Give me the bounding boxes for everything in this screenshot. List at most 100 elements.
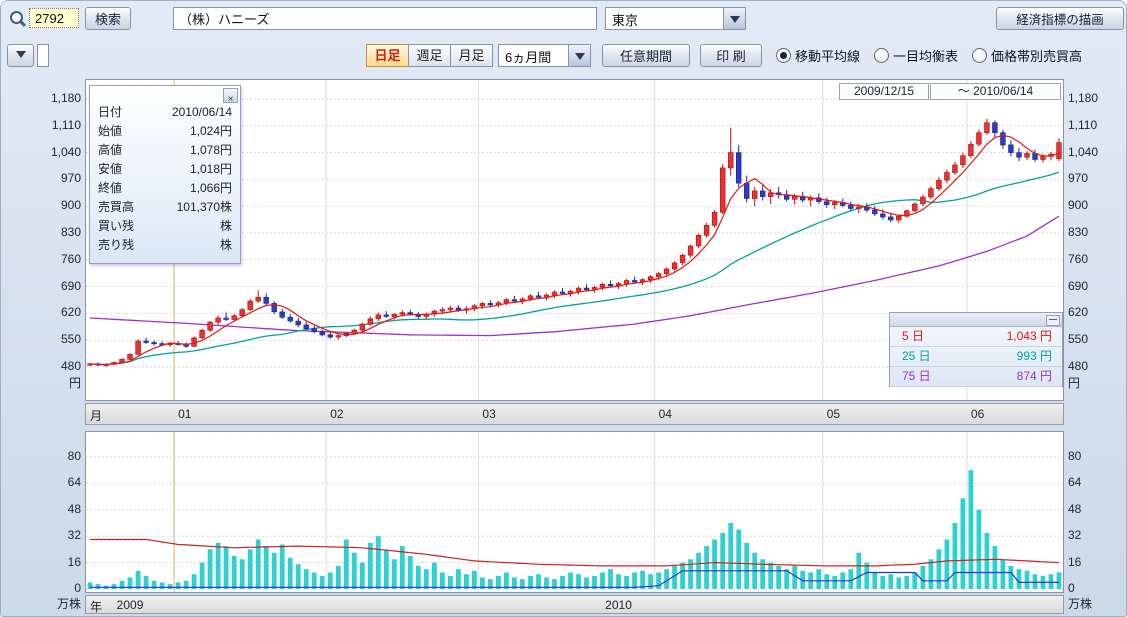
print-button[interactable]: 印 刷	[700, 44, 762, 67]
axis-tick: 万株	[56, 597, 81, 611]
ma-legend-row: 5 日 1,043 円	[890, 327, 1062, 347]
radio-icon	[972, 48, 988, 63]
tab-weekly[interactable]: 週足	[408, 44, 451, 67]
axis-tick: 1,180	[1068, 91, 1099, 105]
quote-info-label: 高値	[98, 143, 123, 157]
timeframe-tabs: 日足 週足 月足	[366, 44, 493, 67]
year-label: 2009	[116, 598, 144, 612]
quote-info-value: 101,370株	[176, 200, 232, 214]
tab-daily[interactable]: 日足	[366, 44, 409, 67]
axis-tick: 16	[1068, 554, 1082, 569]
ma-legend-row: 75 日 874 円	[890, 367, 1062, 387]
chevron-down-icon	[574, 52, 585, 65]
overlay-radio-group: 移動平均線 一目均衡表 価格帯別売買高	[776, 44, 1082, 67]
quote-info-label: 売買高	[98, 200, 135, 214]
period-value: 6ヵ月間	[505, 50, 552, 65]
ma-legend-value: 1,043 円	[1006, 329, 1052, 343]
axis-tick: 32	[67, 528, 81, 543]
axis-tick: 0	[1068, 581, 1075, 595]
date-range-from: 2009/12/15	[839, 83, 929, 100]
month-label: 06	[970, 407, 985, 421]
quote-info-row: 買い残 株	[90, 217, 240, 236]
axis-tick: 1,180	[50, 91, 81, 105]
month-label: 02	[330, 407, 344, 421]
period-select[interactable]: 6ヵ月間	[498, 44, 591, 67]
ma-legend-box: 5 日 1,043 円 25 日 993 円 75 日 874 円	[889, 312, 1063, 387]
chevron-down-icon	[729, 15, 740, 28]
ma-legend-label: 75 日	[902, 369, 931, 383]
draw-econ-indicator-button[interactable]: 経済指標の描画	[996, 7, 1124, 30]
axis-tick: 64	[67, 475, 81, 490]
month-label: 01	[178, 407, 192, 421]
stock-code-input[interactable]	[29, 8, 79, 28]
search-button[interactable]: 検索	[85, 7, 131, 30]
axis-tick: 620	[60, 305, 81, 320]
volume-chart[interactable]	[86, 432, 1063, 592]
axis-tick: 830	[60, 225, 81, 239]
exchange-select[interactable]: 東京	[605, 7, 746, 30]
quote-info-row: 始値 1,024円	[90, 122, 240, 141]
axis-tick: 32	[1068, 528, 1082, 543]
axis-ticks-left: 1,180 1,110 1,040 970 900 830 760 690 620 550 480 円…	[29, 1, 81, 616]
axis-tick: 900	[1068, 198, 1089, 213]
axis-tick: 550	[1068, 332, 1089, 347]
axis-ticks-right: 1,180 1,110 1,040 970 900 830 760 690 620 550 480 円…	[1068, 1, 1124, 616]
radio-icon	[874, 48, 890, 63]
close-icon[interactable]	[223, 88, 238, 103]
axis-tick: 760	[1068, 251, 1089, 266]
axis-tick: 80	[1068, 449, 1082, 463]
radio-moving-average[interactable]: 移動平均線	[776, 46, 860, 65]
quote-info-row: 終値 1,066円	[90, 179, 240, 198]
quote-info-value: 株	[219, 219, 232, 233]
month-label: 04	[658, 407, 672, 421]
axis-tick: 690	[60, 278, 81, 293]
quote-info-label: 始値	[98, 124, 123, 138]
axis-tick: 480	[60, 359, 81, 373]
chart-list-dropdown-button[interactable]	[7, 44, 34, 67]
axis-tick: 80	[67, 449, 81, 463]
axis-tick: 64	[1068, 475, 1082, 490]
period-dropdown-button[interactable]	[568, 45, 590, 66]
quote-info-value: 1,024円	[189, 124, 232, 138]
axis-tick: 円	[1068, 376, 1081, 390]
quote-info-label: 買い残	[98, 219, 135, 233]
radio-ichimoku[interactable]: 一目均衡表	[874, 46, 958, 65]
axis-tick: 550	[60, 332, 81, 347]
quote-info-value: 2010/06/14	[171, 105, 232, 119]
axis-tick: 830	[1068, 225, 1089, 239]
axis-tick: 48	[1068, 501, 1082, 516]
quote-info-label: 安値	[98, 162, 123, 176]
axis-tick: 1,110	[1068, 117, 1098, 132]
month-axis-strip: 月 01 02 03 04 05 06	[85, 403, 1064, 425]
search-icon	[9, 10, 27, 28]
axis-tick: 万株	[1068, 597, 1093, 611]
year-axis-strip: 年 2009 2010	[85, 595, 1064, 614]
exchange-dropdown-button[interactable]	[723, 8, 745, 29]
quote-info-row: 売買高 101,370株	[90, 198, 240, 217]
quote-info-value: 株	[219, 238, 232, 252]
axis-tick: 620	[1068, 305, 1089, 320]
ma-legend-header	[890, 313, 1062, 327]
axis-tick: 円	[68, 376, 81, 390]
ma-legend-value: 993 円	[1016, 349, 1052, 363]
minimize-icon[interactable]	[1046, 315, 1060, 326]
quote-info-value: 1,078円	[189, 143, 232, 157]
axis-tick: 970	[60, 171, 81, 186]
axis-tick: 690	[1068, 278, 1089, 293]
radio-label: 一目均衡表	[893, 49, 959, 64]
quote-info-row: 高値 1,078円	[90, 141, 240, 160]
ma-legend-label: 5 日	[902, 329, 925, 343]
radio-volume-by-price[interactable]: 価格帯別売買高	[972, 46, 1082, 65]
quote-info-label: 終値	[98, 181, 123, 195]
quote-info-value: 1,066円	[189, 181, 232, 195]
custom-period-button[interactable]: 任意期間	[602, 44, 690, 67]
axis-tick: 1,110	[51, 117, 81, 132]
tab-monthly[interactable]: 月足	[450, 44, 493, 67]
price-chart[interactable]	[86, 80, 1063, 400]
company-name-input[interactable]	[173, 7, 597, 30]
volume-chart-panel	[85, 431, 1064, 593]
toolbar-handle-box	[37, 44, 49, 67]
axis-tick: 1,040	[50, 144, 81, 159]
